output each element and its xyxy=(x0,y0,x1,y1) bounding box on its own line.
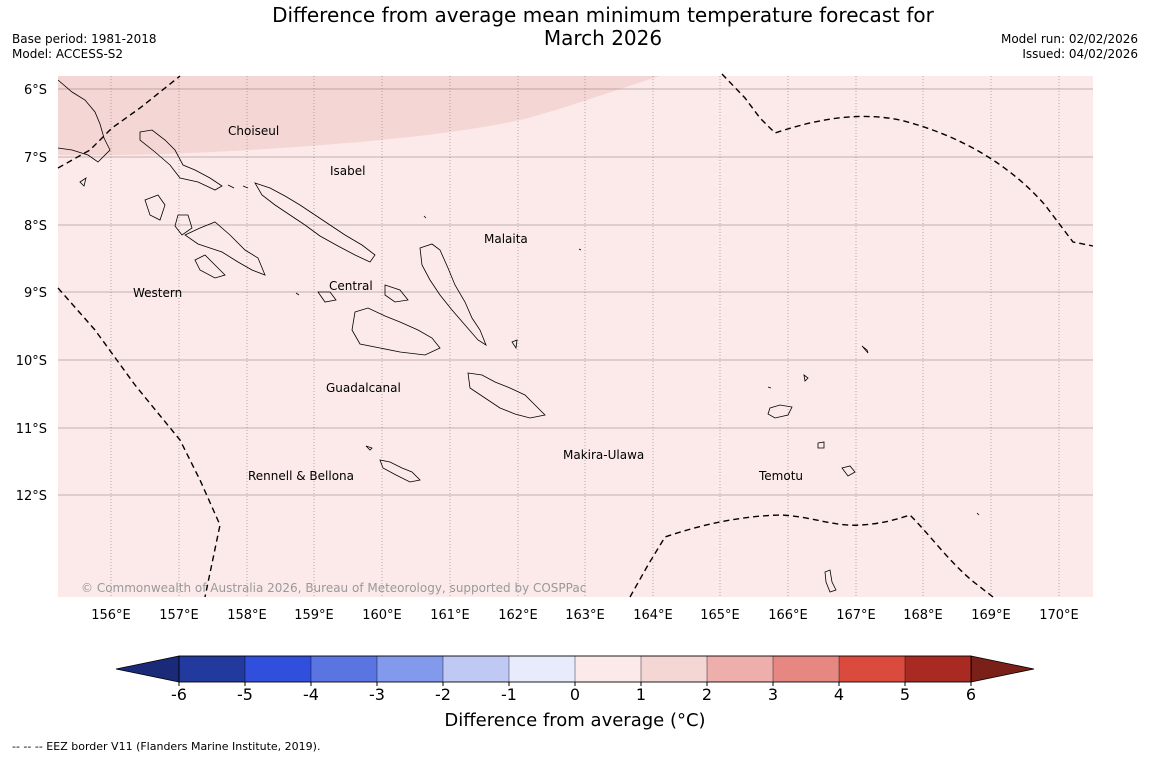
colorbar-tick-label: -5 xyxy=(237,685,253,704)
lat-label: 7°S xyxy=(24,151,47,166)
colorbar-tick-label: 0 xyxy=(570,685,580,704)
colorbar-high-extend xyxy=(970,655,1035,683)
coastlines xyxy=(57,79,980,593)
lat-label: 10°S xyxy=(16,354,47,369)
graticule xyxy=(58,76,1093,597)
lat-label: 6°S xyxy=(24,83,47,98)
lon-label: 158°E xyxy=(227,608,267,623)
title-line-2: March 2026 xyxy=(543,26,663,50)
model-run: Model run: 02/02/2026 xyxy=(1000,32,1138,46)
map-background xyxy=(58,76,1093,597)
colorbar-tick-label: -6 xyxy=(171,685,187,704)
colorbar-tick-label: -3 xyxy=(369,685,385,704)
lat-label: 9°S xyxy=(24,286,47,301)
region-label-rennell-bellona: Rennell & Bellona xyxy=(248,469,354,483)
lon-label: 163°E xyxy=(565,608,605,623)
colorbar-segment xyxy=(574,655,642,683)
lon-label: 169°E xyxy=(971,608,1011,623)
colorbar-segment xyxy=(508,655,576,683)
meta-right: Model run: 02/02/2026 Issued: 04/02/2026 xyxy=(1001,32,1138,62)
colorbar-segment xyxy=(244,655,312,683)
lon-label: 159°E xyxy=(294,608,334,623)
latitude-labels: 6°S 7°S 8°S 9°S 10°S 11°S 12°S xyxy=(16,83,47,504)
region-labels: Choiseul Isabel Malaita Western Central … xyxy=(133,124,803,483)
eez-legend: -- -- -- EEZ border V11 (Flanders Marine… xyxy=(12,740,321,753)
region-label-makira-ulawa: Makira-Ulawa xyxy=(563,448,644,462)
lon-label: 157°E xyxy=(159,608,199,623)
region-label-central: Central xyxy=(329,279,373,293)
lon-label: 161°E xyxy=(430,608,470,623)
colorbar-tick-label: 6 xyxy=(966,685,976,704)
lon-label: 160°E xyxy=(362,608,402,623)
colorbar-tick-label: 4 xyxy=(834,685,844,704)
colorbar: -6 -5 -4 -3 -2 -1 0 1 2 3 4 5 6 xyxy=(115,655,1035,704)
colorbar-segment xyxy=(706,655,774,683)
colorbar-tick-label: 5 xyxy=(900,685,910,704)
colorbar-title: Difference from average (°C) xyxy=(444,710,706,731)
lon-label: 162°E xyxy=(498,608,538,623)
map-title: Difference from average mean minimum tem… xyxy=(0,4,1150,50)
colorbar-segment xyxy=(838,655,906,683)
colorbar-segment xyxy=(640,655,708,683)
region-label-guadalcanal: Guadalcanal xyxy=(326,381,401,395)
colorbar-tick-label: -4 xyxy=(303,685,319,704)
base-period: Base period: 1981-2018 xyxy=(12,32,157,46)
lon-label: 167°E xyxy=(836,608,876,623)
copyright-notice: © Commonwealth of Australia 2026, Bureau… xyxy=(81,581,586,595)
eez-borders xyxy=(57,73,1094,598)
meta-left: Base period: 1981-2018 Model: ACCESS-S2 xyxy=(12,32,157,62)
title-line-1: Difference from average mean minimum tem… xyxy=(272,3,934,27)
colorbar-tick-label: 1 xyxy=(636,685,646,704)
lon-label: 166°E xyxy=(768,608,808,623)
region-label-western: Western xyxy=(133,286,182,300)
colorbar-tick-label: 3 xyxy=(768,685,778,704)
colorbar-segment xyxy=(178,655,246,683)
lon-label: 164°E xyxy=(633,608,673,623)
lon-label: 165°E xyxy=(700,608,740,623)
colorbar-segment xyxy=(442,655,510,683)
region-label-malaita: Malaita xyxy=(484,232,528,246)
region-label-isabel: Isabel xyxy=(330,164,365,178)
lon-label: 170°E xyxy=(1039,608,1079,623)
colorbar-segment xyxy=(376,655,444,683)
lat-label: 11°S xyxy=(16,422,47,437)
issued-date: Issued: 04/02/2026 xyxy=(1022,47,1138,61)
colorbar-segment xyxy=(772,655,840,683)
lon-label: 168°E xyxy=(903,608,943,623)
colorbar-low-extend xyxy=(115,655,180,683)
colorbar-tick-label: -2 xyxy=(435,685,451,704)
warm-anomaly-area xyxy=(58,76,660,156)
lon-label: 156°E xyxy=(91,608,131,623)
colorbar-segment xyxy=(904,655,972,683)
region-label-temotu: Temotu xyxy=(758,469,803,483)
colorbar-tick-label: -1 xyxy=(501,685,517,704)
longitude-labels: 156°E 157°E 158°E 159°E 160°E 161°E 162°… xyxy=(91,608,1079,623)
lat-label: 8°S xyxy=(24,219,47,234)
region-label-choiseul: Choiseul xyxy=(228,124,279,138)
lat-label: 12°S xyxy=(16,489,47,504)
model-name: Model: ACCESS-S2 xyxy=(12,47,124,61)
colorbar-segment xyxy=(310,655,378,683)
colorbar-tick-label: 2 xyxy=(702,685,712,704)
